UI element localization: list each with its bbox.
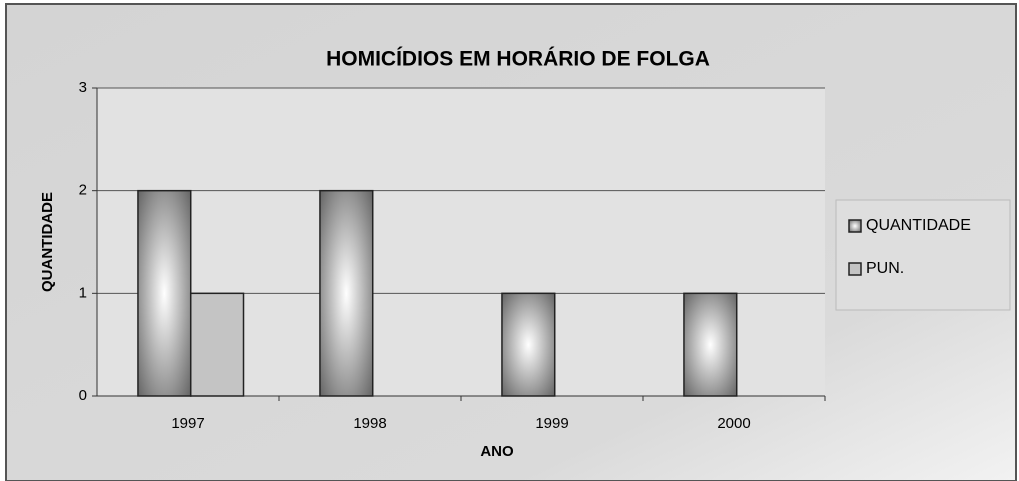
bar [683,292,738,397]
legend [835,199,1011,311]
chart-title: HOMICÍDIOS EM HORÁRIO DE FOLGA [326,48,710,71]
y-tick-label: 0 [79,387,87,404]
x-tick-label: 1999 [535,415,568,432]
bar [137,189,192,397]
y-tick-label: 3 [79,79,87,96]
x-tick-label: 1997 [171,415,204,432]
x-tick-label: 2000 [717,415,750,432]
bar [189,292,245,397]
legend-label: QUANTIDADE [866,217,971,234]
legend-swatch [848,262,862,276]
x-axis-label: ANO [480,443,514,460]
y-axis-label: QUANTIDADE [39,192,56,292]
y-tick-label: 2 [79,182,87,199]
y-tick-label: 1 [79,284,87,301]
legend-swatch [848,219,862,233]
bar [319,189,374,397]
x-tick-label: 1998 [353,415,386,432]
legend-label: PUN. [866,260,904,277]
bar [501,292,556,397]
